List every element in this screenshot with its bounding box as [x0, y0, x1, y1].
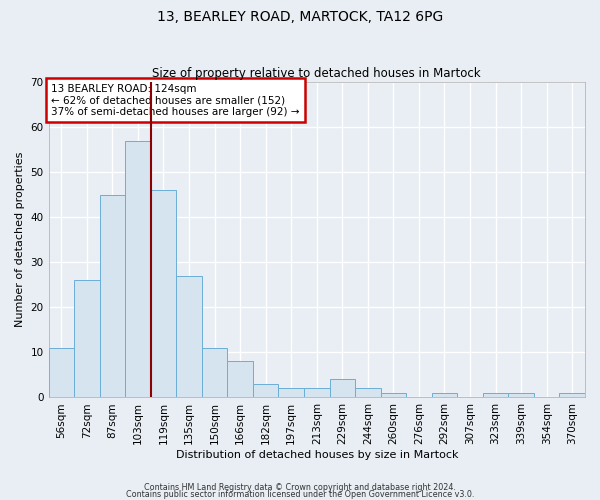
Bar [176, 276, 202, 398]
Text: 13 BEARLEY ROAD: 124sqm
← 62% of detached houses are smaller (152)
37% of semi-d: 13 BEARLEY ROAD: 124sqm ← 62% of detache… [51, 84, 300, 117]
Bar [49, 348, 74, 398]
Bar [74, 280, 100, 398]
Text: 13, BEARLEY ROAD, MARTOCK, TA12 6PG: 13, BEARLEY ROAD, MARTOCK, TA12 6PG [157, 10, 443, 24]
Bar [151, 190, 176, 398]
Bar [100, 194, 125, 398]
Bar [278, 388, 304, 398]
Title: Size of property relative to detached houses in Martock: Size of property relative to detached ho… [152, 66, 481, 80]
X-axis label: Distribution of detached houses by size in Martock: Distribution of detached houses by size … [176, 450, 458, 460]
Text: Contains public sector information licensed under the Open Government Licence v3: Contains public sector information licen… [126, 490, 474, 499]
Bar [559, 393, 585, 398]
Bar [355, 388, 380, 398]
Text: Contains HM Land Registry data © Crown copyright and database right 2024.: Contains HM Land Registry data © Crown c… [144, 484, 456, 492]
Bar [125, 140, 151, 398]
Y-axis label: Number of detached properties: Number of detached properties [15, 152, 25, 328]
Bar [227, 362, 253, 398]
Bar [380, 393, 406, 398]
Bar [432, 393, 457, 398]
Bar [304, 388, 329, 398]
Bar [508, 393, 534, 398]
Bar [329, 380, 355, 398]
Bar [483, 393, 508, 398]
Bar [253, 384, 278, 398]
Bar [202, 348, 227, 398]
